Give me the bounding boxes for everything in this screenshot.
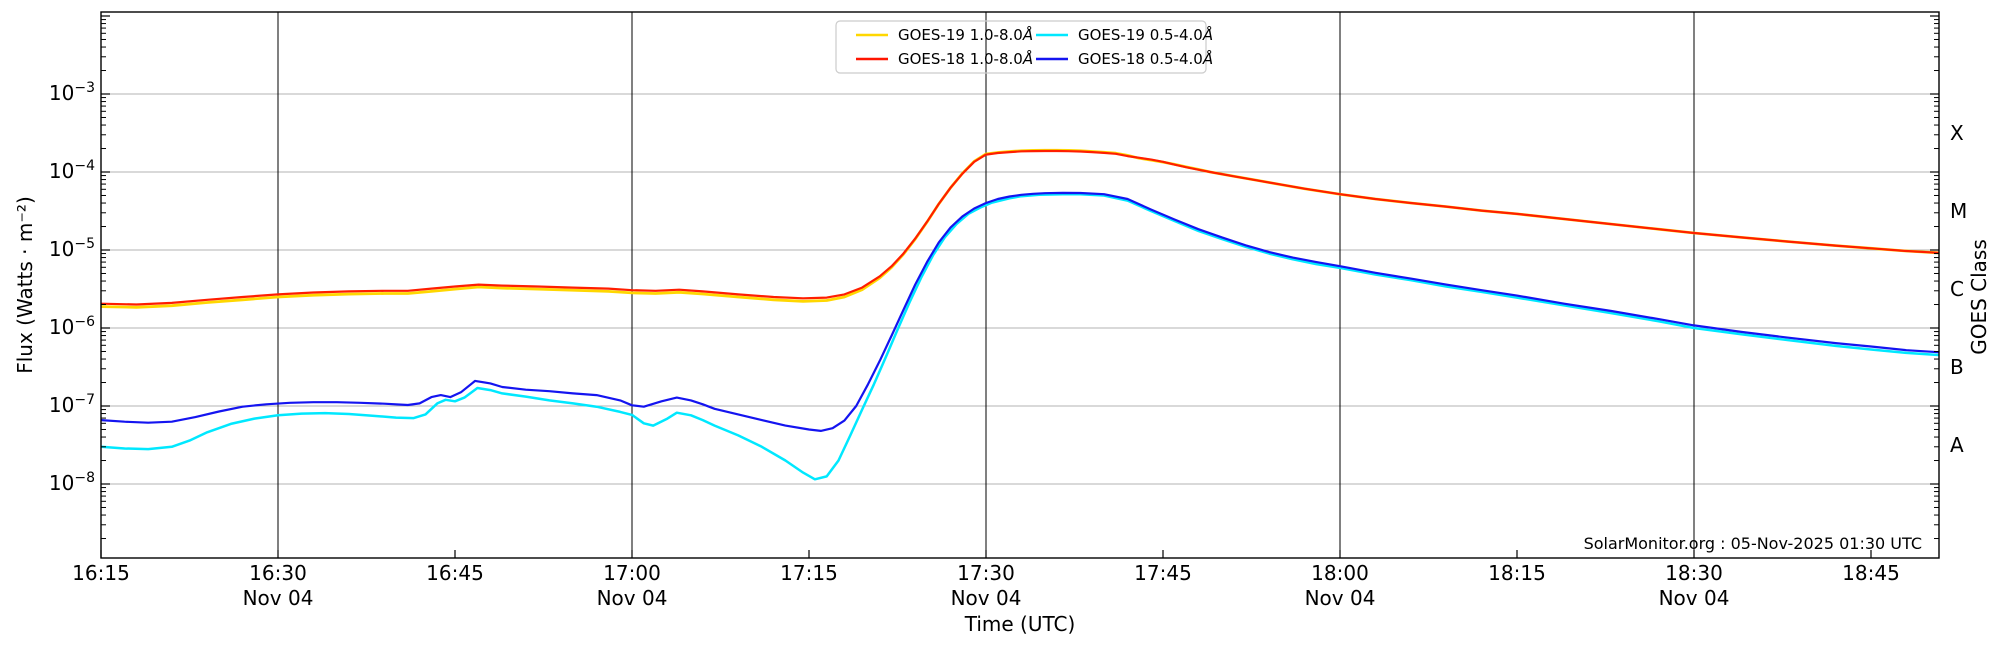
x-tick-label: 17:45 — [1134, 561, 1192, 585]
goes-class-letters: X M C B A — [1950, 121, 1967, 457]
x-tick-label: 17:15 — [780, 561, 838, 585]
x-tick-label: 16:30 — [249, 561, 307, 585]
legend-label: GOES-19 0.5-4.0Å — [1078, 25, 1213, 44]
goes-class-A: A — [1950, 433, 1964, 457]
x-tick-label: 18:30 — [1665, 561, 1723, 585]
x-date-label: Nov 04 — [951, 586, 1022, 610]
x-date-label: Nov 04 — [597, 586, 668, 610]
right-axis-title: GOES Class — [1967, 239, 1991, 355]
x-tick-label: 18:00 — [1311, 561, 1369, 585]
legend-label: GOES-18 1.0-8.0Å — [898, 49, 1033, 68]
legend: GOES-19 1.0-8.0Å GOES-18 1.0-8.0Å GOES-19 … — [835, 20, 1213, 74]
y-tick-label: 10−7 — [49, 392, 95, 417]
date-vlines — [277, 12, 1695, 558]
y-tick-label: 10−3 — [49, 80, 95, 105]
y-tick-label: 10−6 — [49, 314, 95, 339]
x-tick-label: 16:15 — [72, 561, 130, 585]
goes-class-M: M — [1950, 199, 1967, 223]
series-GOES-19-0.5-4.0Å — [101, 192, 1939, 481]
y-tick-label: 10−4 — [49, 158, 95, 183]
plot-border — [100, 11, 1940, 559]
x-tick-label: 18:15 — [1488, 561, 1546, 585]
y-tick-labels: 10−3 10−4 10−5 10−6 10−7 10−8 — [49, 80, 95, 495]
y-tick-label: 10−5 — [49, 236, 95, 261]
x-tick-label: 17:30 — [957, 561, 1015, 585]
legend-label: GOES-18 0.5-4.0Å — [1078, 49, 1213, 68]
watermark: SolarMonitor.org : 05-Nov-2025 01:30 UTC — [1584, 534, 1922, 553]
series-GOES-18-0.5-4.0Å — [101, 191, 1939, 432]
x-axis-title: Time (UTC) — [964, 612, 1076, 636]
legend-box — [835, 20, 1207, 74]
x-date-label: Nov 04 — [1659, 586, 1730, 610]
axis-ticks — [100, 15, 1939, 558]
x-tick-label: 17:00 — [603, 561, 661, 585]
goes-class-B: B — [1950, 355, 1964, 379]
x-tick-label: 18:45 — [1842, 561, 1900, 585]
gridlines — [101, 93, 1939, 485]
goes-class-X: X — [1950, 121, 1964, 145]
x-date-label: Nov 04 — [243, 586, 314, 610]
series-GOES-18-1.0-8.0Å — [101, 149, 1939, 306]
legend-label: GOES-19 1.0-8.0Å — [898, 25, 1033, 44]
goes-class-C: C — [1950, 277, 1964, 301]
x-tick-label: 16:45 — [426, 561, 484, 585]
y-axis-title: Flux (Watts · m⁻²) — [13, 196, 37, 374]
flux-curves — [101, 148, 1939, 481]
x-date-label: Nov 04 — [1305, 586, 1376, 610]
y-tick-label: 10−8 — [49, 470, 95, 495]
